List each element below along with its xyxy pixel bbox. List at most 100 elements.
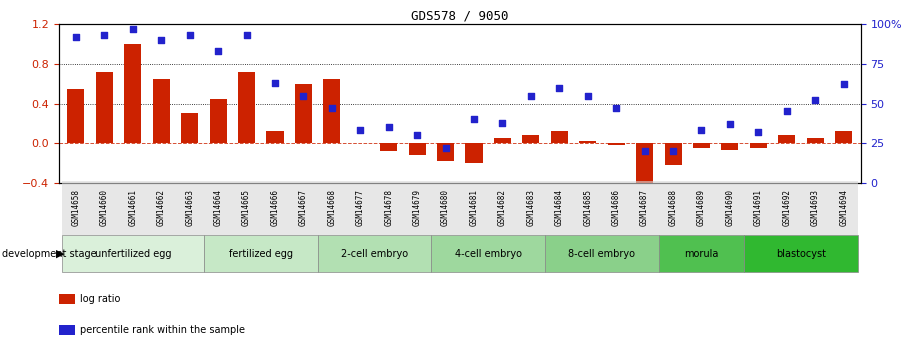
- Bar: [466, 143, 483, 163]
- Bar: [318, 181, 346, 235]
- Bar: [631, 181, 659, 235]
- Bar: [374, 181, 403, 235]
- Text: GSM14661: GSM14661: [129, 189, 138, 226]
- Text: log ratio: log ratio: [80, 294, 120, 304]
- Bar: [835, 131, 853, 143]
- Bar: [209, 99, 226, 143]
- Text: GSM14684: GSM14684: [554, 189, 564, 226]
- Text: development stage: development stage: [2, 249, 96, 258]
- Point: [723, 121, 737, 127]
- Bar: [381, 143, 397, 151]
- Point: [268, 80, 283, 86]
- Text: GSM14681: GSM14681: [469, 189, 478, 226]
- Bar: [238, 72, 255, 143]
- Bar: [659, 181, 688, 235]
- Bar: [204, 235, 318, 272]
- Point: [182, 32, 197, 38]
- Bar: [147, 181, 176, 235]
- Point: [808, 98, 823, 103]
- Text: percentile rank within the sample: percentile rank within the sample: [80, 325, 245, 335]
- Bar: [750, 143, 766, 148]
- Bar: [403, 181, 431, 235]
- Bar: [96, 72, 113, 143]
- Bar: [289, 181, 318, 235]
- Point: [467, 117, 481, 122]
- Text: GSM14680: GSM14680: [441, 189, 450, 226]
- Bar: [801, 181, 829, 235]
- Point: [581, 93, 595, 98]
- Bar: [431, 235, 545, 272]
- Bar: [67, 89, 84, 143]
- Text: morula: morula: [684, 249, 718, 258]
- Point: [211, 48, 226, 54]
- Point: [836, 82, 851, 87]
- Point: [97, 32, 111, 38]
- Bar: [636, 143, 653, 191]
- Bar: [516, 181, 545, 235]
- Point: [751, 129, 766, 135]
- Bar: [551, 131, 568, 143]
- Text: GSM14668: GSM14668: [327, 189, 336, 226]
- Bar: [266, 131, 284, 143]
- Point: [324, 106, 339, 111]
- Bar: [91, 181, 119, 235]
- Bar: [523, 135, 539, 143]
- Bar: [437, 143, 454, 161]
- Point: [439, 145, 453, 151]
- Text: GSM14662: GSM14662: [157, 189, 166, 226]
- Text: GSM14660: GSM14660: [100, 189, 109, 226]
- Bar: [545, 181, 573, 235]
- Text: 2-cell embryo: 2-cell embryo: [341, 249, 408, 258]
- Bar: [778, 135, 795, 143]
- Bar: [494, 138, 511, 143]
- Bar: [62, 235, 204, 272]
- Text: GSM14679: GSM14679: [412, 189, 421, 226]
- Bar: [62, 181, 91, 235]
- Text: unfertilized egg: unfertilized egg: [94, 249, 171, 258]
- Text: 4-cell embryo: 4-cell embryo: [455, 249, 522, 258]
- Bar: [773, 181, 801, 235]
- Bar: [431, 181, 459, 235]
- Bar: [545, 235, 659, 272]
- Point: [69, 34, 83, 40]
- Bar: [744, 235, 858, 272]
- Text: blastocyst: blastocyst: [776, 249, 826, 258]
- Bar: [204, 181, 232, 235]
- Point: [637, 148, 651, 154]
- Bar: [232, 181, 261, 235]
- Bar: [716, 181, 744, 235]
- Bar: [124, 44, 141, 143]
- Bar: [459, 181, 488, 235]
- Bar: [829, 181, 858, 235]
- Text: GSM14688: GSM14688: [669, 189, 678, 226]
- Point: [126, 26, 140, 32]
- Text: GSM14686: GSM14686: [612, 189, 621, 226]
- Text: ▶: ▶: [56, 249, 64, 258]
- Point: [296, 93, 311, 98]
- Point: [694, 128, 708, 133]
- Point: [779, 109, 794, 114]
- Text: GSM14687: GSM14687: [641, 189, 649, 226]
- Bar: [688, 181, 716, 235]
- Point: [410, 132, 424, 138]
- Text: GSM14694: GSM14694: [839, 189, 848, 226]
- Bar: [602, 181, 631, 235]
- Bar: [409, 143, 426, 155]
- Bar: [153, 79, 169, 143]
- Text: GSM14682: GSM14682: [498, 189, 507, 226]
- Point: [552, 85, 566, 90]
- Bar: [294, 84, 312, 143]
- Bar: [261, 181, 289, 235]
- Point: [381, 125, 396, 130]
- Text: GSM14685: GSM14685: [583, 189, 593, 226]
- Title: GDS578 / 9050: GDS578 / 9050: [411, 10, 508, 23]
- Bar: [721, 143, 738, 150]
- Text: GSM14663: GSM14663: [185, 189, 194, 226]
- Text: fertilized egg: fertilized egg: [228, 249, 293, 258]
- Bar: [119, 181, 147, 235]
- Point: [609, 106, 623, 111]
- Point: [353, 128, 368, 133]
- Bar: [318, 235, 431, 272]
- Text: GSM14692: GSM14692: [782, 189, 791, 226]
- Text: GSM14664: GSM14664: [214, 189, 223, 226]
